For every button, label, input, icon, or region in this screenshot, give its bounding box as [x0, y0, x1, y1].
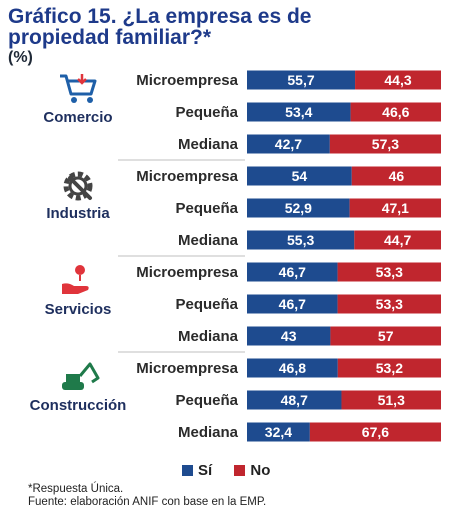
legend-item-no: No	[234, 462, 270, 479]
data-label-no: 46,6	[382, 104, 409, 120]
data-label-si: 55,7	[287, 72, 314, 88]
sector-group-comercio: Comercio Microempresa 55,7 44,3 Pequeña 53,4 4…	[43, 70, 441, 154]
data-label-no: 47,1	[382, 200, 409, 216]
bar-no	[329, 134, 441, 154]
chart-title: Gráfico 15. ¿La empresa es de propiedad …	[8, 6, 448, 67]
chart-legend: Sí No	[182, 462, 288, 479]
data-label-si: 43	[281, 328, 297, 344]
data-label-si: 52,9	[285, 200, 312, 216]
category-label: Mediana	[178, 328, 239, 345]
data-label-si: 46,7	[279, 264, 306, 280]
data-label-si: 42,7	[275, 136, 302, 152]
sector-label: Construcción	[30, 397, 127, 414]
bar-no	[337, 358, 441, 378]
category-label: Microempresa	[136, 72, 238, 89]
bar-si	[247, 422, 310, 442]
legend-label-si: Sí	[198, 462, 213, 479]
data-label-si: 46,7	[279, 296, 306, 312]
gear-ring	[68, 176, 88, 196]
category-label: Pequeña	[175, 104, 238, 121]
category-label: Mediana	[178, 424, 239, 441]
category-label: Microempresa	[136, 264, 238, 281]
service-hand	[62, 283, 89, 294]
category-label: Microempresa	[136, 360, 238, 377]
note-respuesta: *Respuesta Única.	[28, 483, 124, 495]
bar-si	[247, 262, 338, 282]
legend-label-no: No	[250, 462, 271, 479]
bar-si	[247, 166, 352, 186]
bar-no	[354, 230, 441, 250]
data-label-no: 57,3	[372, 136, 399, 152]
data-label-si: 32,4	[265, 424, 292, 440]
sector-group-construcción: Construcción Microempresa 46,8 53,2 Pequeña 4…	[30, 351, 441, 442]
cart-wheel	[87, 97, 93, 103]
data-label-no: 57	[378, 328, 394, 344]
data-label-no: 46	[389, 168, 405, 184]
data-label-si: 53,4	[285, 104, 312, 120]
title-line-2: propiedad familiar?*	[8, 26, 212, 49]
cart-body	[60, 74, 97, 96]
data-label-no: 44,3	[384, 72, 411, 88]
excavator-arm	[78, 362, 100, 384]
bar-no	[330, 326, 441, 346]
stacked-bar-chart: Comercio Microempresa 55,7 44,3 Pequeña 53,4 4…	[30, 70, 441, 442]
sector-group-industria: Industria Microempresa 54 46 Pequeña 52,9 47,1…	[46, 159, 441, 250]
excavator-icon	[62, 362, 100, 390]
data-label-si: 48,7	[281, 392, 308, 408]
sector-label: Servicios	[45, 301, 112, 318]
hand-service-icon	[62, 265, 89, 294]
note-fuente: Fuente: elaboración ANIF con base en la …	[28, 496, 267, 508]
excavator-cab	[66, 374, 80, 382]
wrench-handle	[68, 176, 92, 200]
bar-no	[337, 294, 441, 314]
legend-item-si: Sí	[182, 462, 212, 479]
data-label-no: 44,7	[384, 232, 411, 248]
bar-si	[247, 326, 331, 346]
data-label-si: 46,8	[279, 360, 306, 376]
gear-wrench-icon	[63, 171, 93, 201]
bar-si	[247, 390, 342, 410]
excavator-track	[62, 382, 84, 390]
bar-no	[350, 102, 441, 122]
bar-no	[341, 390, 441, 410]
bar-si	[247, 102, 351, 122]
bar-no	[309, 422, 441, 442]
bar-no	[351, 166, 441, 186]
bar-si	[247, 134, 330, 154]
bar-no	[355, 70, 441, 90]
service-bulb	[75, 265, 85, 275]
data-label-si: 54	[292, 168, 308, 184]
legend-swatch-si	[182, 465, 193, 476]
category-label: Microempresa	[136, 168, 238, 185]
data-label-no: 51,3	[378, 392, 405, 408]
sector-label: Comercio	[43, 109, 112, 126]
legend-swatch-no	[234, 465, 246, 476]
category-label: Mediana	[178, 232, 239, 249]
data-label-si: 55,3	[287, 232, 314, 248]
bar-si	[247, 198, 350, 218]
sector-group-servicios: Servicios Microempresa 46,7 53,3 Pequeña 46,7…	[45, 255, 441, 346]
title-unit: (%)	[8, 49, 33, 66]
bar-no	[349, 198, 441, 218]
bar-si	[247, 294, 338, 314]
data-label-no: 53,2	[376, 360, 403, 376]
data-label-no: 53,3	[376, 264, 403, 280]
data-label-no: 53,3	[376, 296, 403, 312]
bar-no	[337, 262, 441, 282]
cart-wheel	[71, 97, 77, 103]
category-label: Pequeña	[175, 296, 238, 313]
data-label-no: 67,6	[362, 424, 389, 440]
bar-si	[247, 358, 338, 378]
category-label: Pequeña	[175, 392, 238, 409]
cart-arrow	[77, 74, 87, 85]
title-line-1: Gráfico 15. ¿La empresa es de	[8, 5, 312, 28]
chart-notes: *Respuesta Única. Fuente: elaboración AN…	[28, 483, 266, 509]
shopping-cart-icon	[60, 74, 97, 103]
bar-si	[247, 230, 355, 250]
gear-teeth	[63, 171, 93, 201]
bar-si	[247, 70, 356, 90]
category-label: Pequeña	[175, 200, 238, 217]
sector-label: Industria	[46, 205, 110, 222]
category-label: Mediana	[178, 136, 239, 153]
